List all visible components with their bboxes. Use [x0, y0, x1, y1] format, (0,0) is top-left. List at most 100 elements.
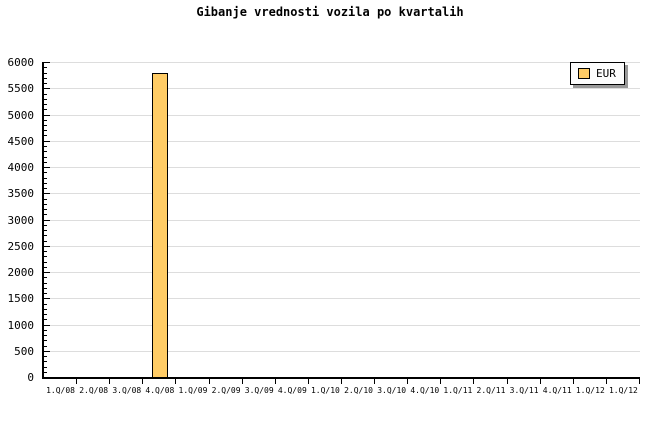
x-tick	[540, 379, 541, 384]
y-minor-tick	[44, 73, 47, 74]
y-minor-tick	[44, 283, 47, 284]
y-minor-tick	[44, 293, 47, 294]
y-tick-label: 1500	[7, 292, 35, 305]
x-tick-label: 1.Q/10	[310, 386, 340, 395]
x-tick	[473, 379, 474, 384]
y-tick-label: 1000	[7, 319, 35, 332]
bar-eur-4Q08	[152, 73, 168, 377]
y-major-tick	[44, 141, 50, 142]
y-minor-tick	[44, 157, 47, 158]
x-tick	[407, 379, 408, 384]
y-minor-tick	[44, 178, 47, 179]
y-minor-tick	[44, 241, 47, 242]
y-minor-tick	[44, 94, 47, 95]
y-tick-label: 0	[27, 371, 34, 384]
gridline	[44, 325, 640, 326]
y-minor-tick	[44, 83, 47, 84]
y-minor-tick	[44, 314, 47, 315]
x-tick-label: 1.Q/08	[46, 386, 75, 395]
y-major-tick	[44, 167, 50, 168]
y-minor-tick	[44, 256, 47, 257]
y-minor-tick	[44, 135, 47, 136]
y-minor-tick	[44, 288, 47, 289]
x-tick-label: 3.Q/10	[377, 386, 407, 395]
y-minor-tick	[44, 309, 47, 310]
y-major-tick	[44, 62, 50, 63]
x-tick-label: 4.Q/11	[542, 386, 572, 395]
y-minor-tick	[44, 99, 47, 100]
y-tick-label: 4500	[7, 135, 35, 148]
gridline	[44, 351, 640, 352]
y-major-tick	[44, 351, 50, 352]
gridline	[44, 62, 640, 63]
y-major-tick	[44, 377, 50, 378]
y-minor-tick	[44, 162, 47, 163]
x-tick	[606, 379, 607, 384]
y-minor-tick	[44, 372, 47, 373]
x-tick	[341, 379, 342, 384]
y-minor-tick	[44, 188, 47, 189]
y-tick-label: 2500	[7, 240, 35, 253]
y-minor-tick	[44, 235, 47, 236]
y-minor-tick	[44, 267, 47, 268]
y-minor-tick	[44, 78, 47, 79]
x-tick	[242, 379, 243, 384]
y-major-tick	[44, 220, 50, 221]
x-tick	[142, 379, 143, 384]
x-tick-label: 2.Q/09	[211, 386, 241, 395]
y-minor-tick	[44, 346, 47, 347]
y-major-tick	[44, 193, 50, 194]
y-minor-tick	[44, 130, 47, 131]
x-tick	[308, 379, 309, 384]
x-tick-label: 1.Q/11	[443, 386, 473, 395]
y-tick-label: 4000	[7, 161, 35, 174]
y-minor-tick	[44, 214, 47, 215]
y-major-tick	[44, 115, 50, 116]
x-axis-labels: 1.Q/08 2.Q/08 3.Q/08 4.Q/08 1.Q/09 2.Q/09 3.Q/…	[44, 386, 640, 398]
y-tick-label: 2000	[7, 266, 35, 279]
gridline	[44, 220, 640, 221]
y-tick-label: 5500	[7, 82, 35, 95]
gridline	[44, 88, 640, 89]
y-major-tick	[44, 272, 50, 273]
y-axis-line	[42, 62, 44, 379]
y-minor-tick	[44, 125, 47, 126]
x-tick-label: 2.Q/11	[476, 386, 506, 395]
gridline	[44, 246, 640, 247]
x-tick-label: 3.Q/11	[509, 386, 539, 395]
x-tick-label: 1.Q/09	[178, 386, 208, 395]
x-tick-label: 3.Q/09	[244, 386, 274, 395]
y-minor-tick	[44, 304, 47, 305]
y-minor-tick	[44, 356, 47, 357]
x-tick	[639, 379, 640, 384]
y-minor-tick	[44, 335, 47, 336]
y-minor-tick	[44, 319, 47, 320]
y-minor-tick	[44, 146, 47, 147]
x-tick	[573, 379, 574, 384]
x-tick-label: 4.Q/10	[410, 386, 440, 395]
y-minor-tick	[44, 183, 47, 184]
y-minor-tick	[44, 199, 47, 200]
y-tick-label: 3000	[7, 214, 35, 227]
y-minor-tick	[44, 367, 47, 368]
y-tick-label: 5000	[7, 109, 35, 122]
plot-area	[42, 62, 640, 384]
y-minor-tick	[44, 277, 47, 278]
y-minor-tick	[44, 109, 47, 110]
gridline	[44, 167, 640, 168]
gridline	[44, 193, 640, 194]
y-tick-label: 3500	[7, 187, 35, 200]
x-tick	[76, 379, 77, 384]
y-major-tick	[44, 246, 50, 247]
x-tick-label: 4.Q/09	[277, 386, 307, 395]
legend-swatch-icon	[578, 68, 590, 79]
y-minor-tick	[44, 172, 47, 173]
chart-title: Gibanje vrednosti vozila po kvartalih	[196, 5, 464, 19]
y-minor-tick	[44, 104, 47, 105]
y-tick-label: 6000	[7, 56, 35, 69]
x-tick	[175, 379, 176, 384]
y-minor-tick	[44, 340, 47, 341]
y-minor-tick	[44, 330, 47, 331]
x-tick	[374, 379, 375, 384]
